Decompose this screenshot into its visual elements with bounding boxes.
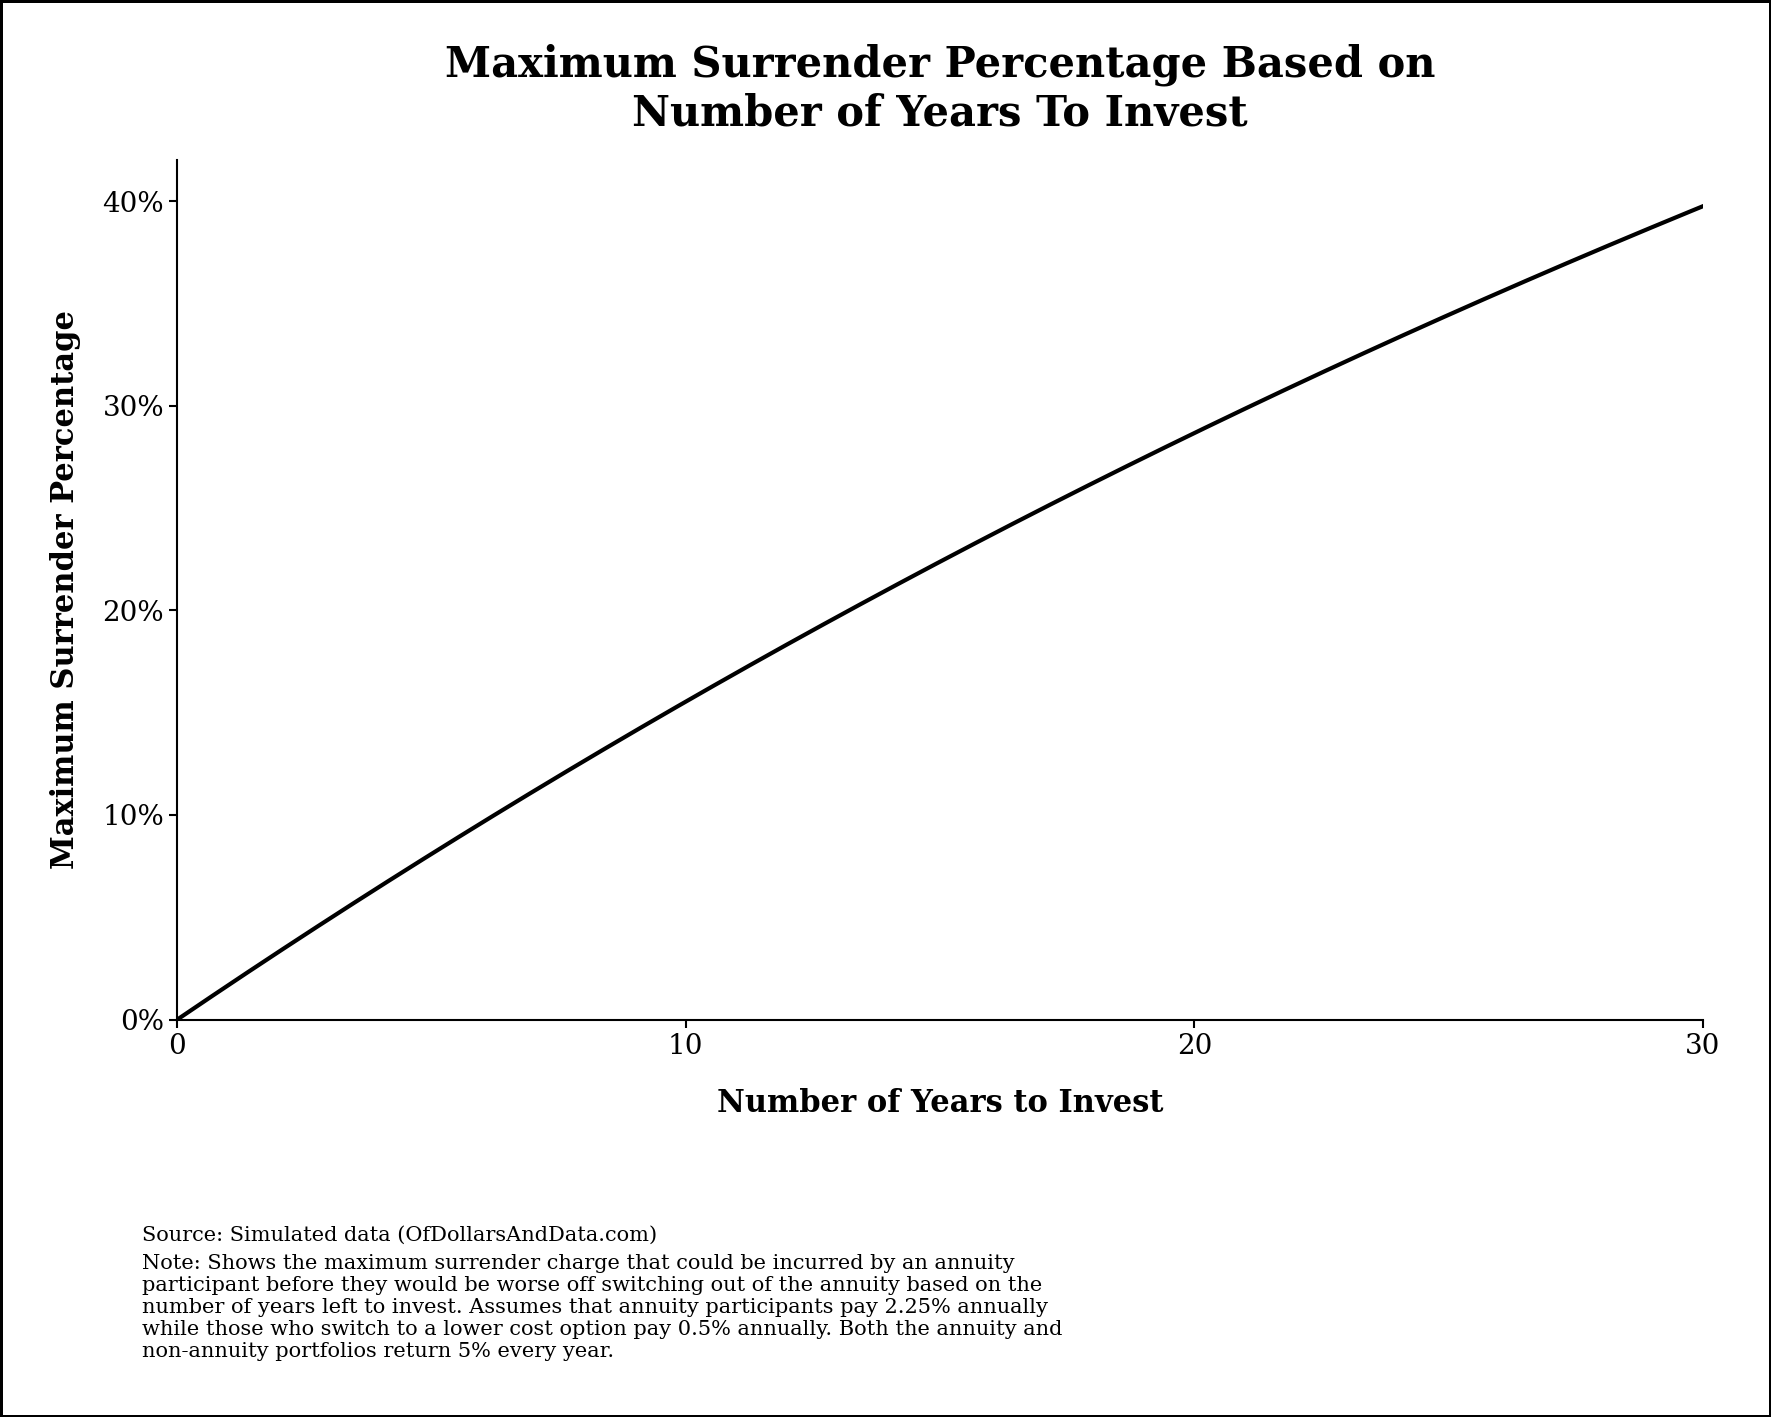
Text: Source: Simulated data (OfDollarsAndData.com): Source: Simulated data (OfDollarsAndData… <box>142 1226 657 1244</box>
X-axis label: Number of Years to Invest: Number of Years to Invest <box>717 1088 1164 1118</box>
Text: Note: Shows the maximum surrender charge that could be incurred by an annuity
pa: Note: Shows the maximum surrender charge… <box>142 1254 1063 1362</box>
Y-axis label: Maximum Surrender Percentage: Maximum Surrender Percentage <box>50 310 81 870</box>
Title: Maximum Surrender Percentage Based on
Number of Years To Invest: Maximum Surrender Percentage Based on Nu… <box>445 44 1435 135</box>
